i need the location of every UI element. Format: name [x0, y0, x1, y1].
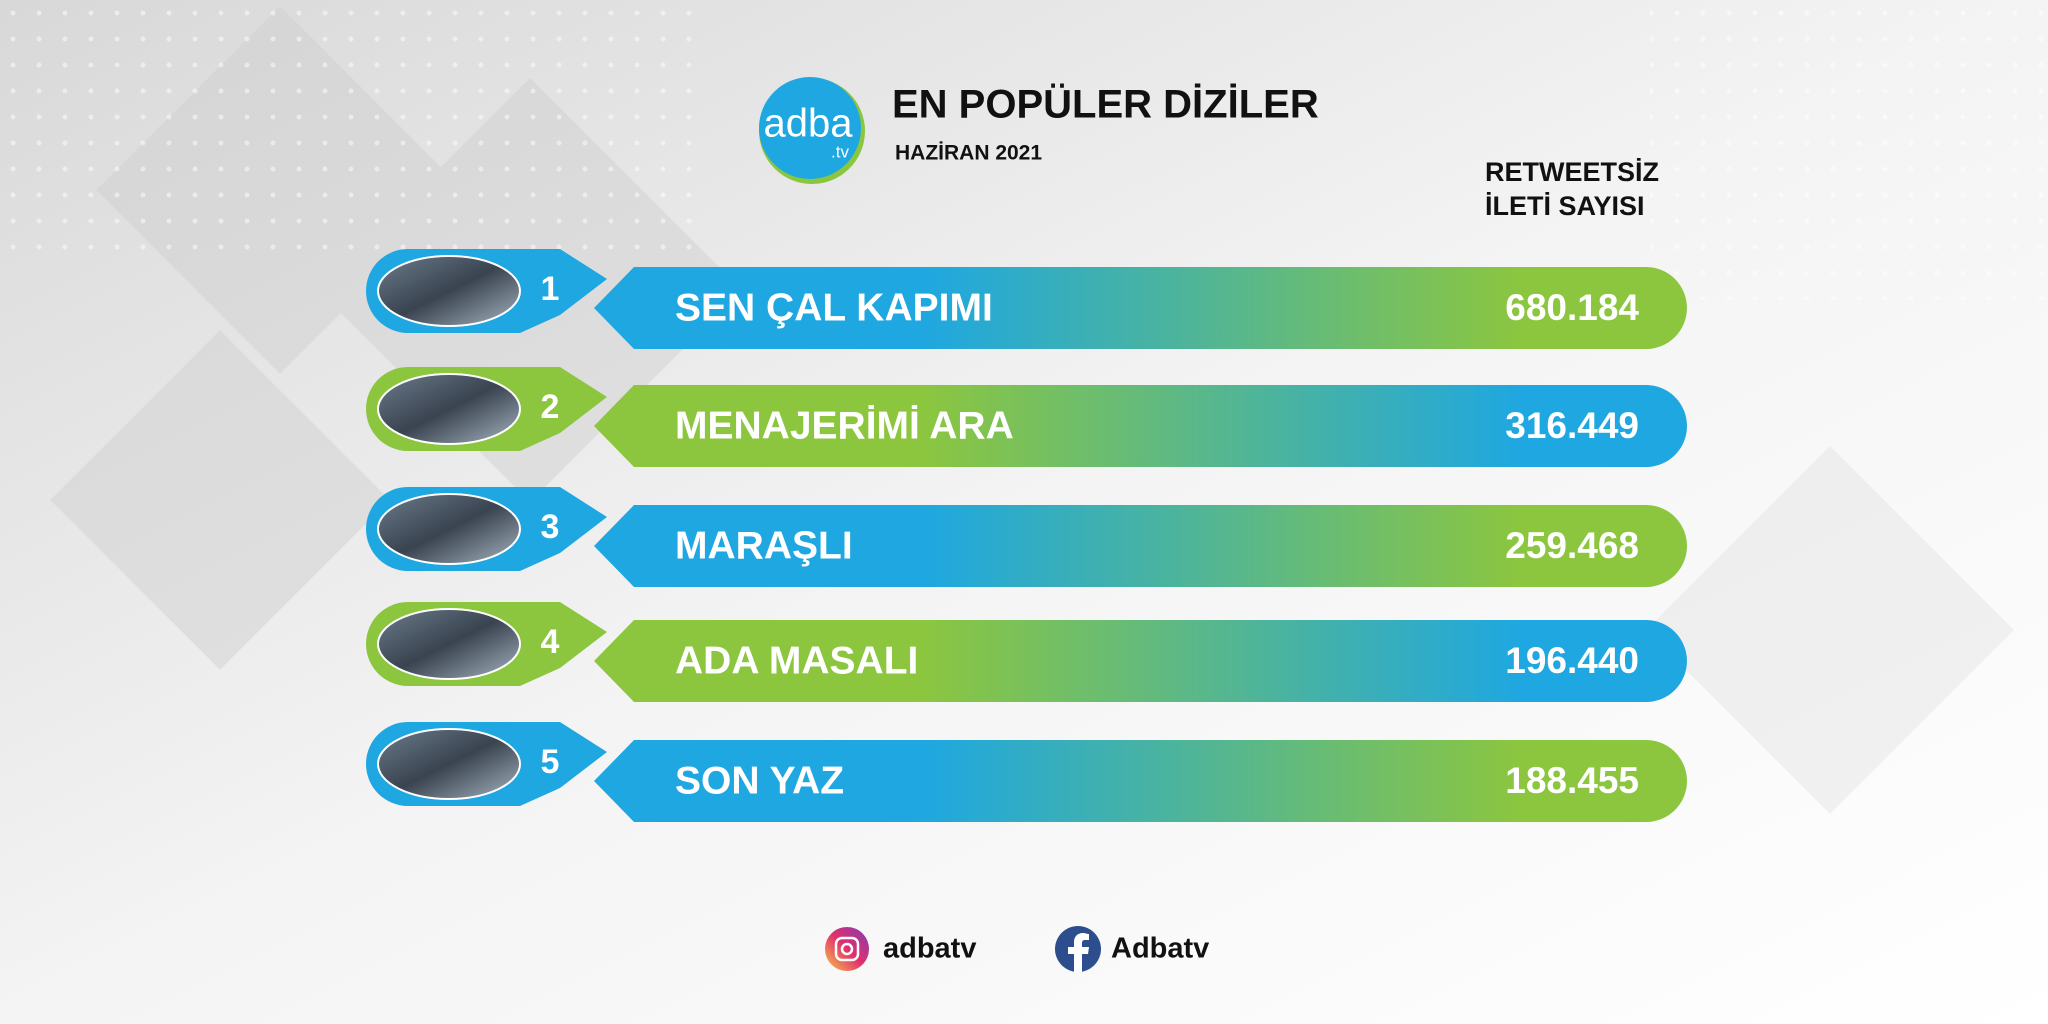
post-count: 316.449 — [1505, 405, 1639, 446]
dot-pattern — [0, 0, 700, 260]
series-photo — [377, 255, 521, 327]
ranking-list: 1 SEN ÇAL KAPIMI 680.184 2 MENAJERİMİ ARA 316… — [366, 249, 1687, 822]
post-count: 259.468 — [1505, 525, 1639, 566]
post-count: 196.440 — [1505, 640, 1639, 681]
rank: 3 — [541, 508, 560, 546]
rank: 2 — [541, 388, 560, 426]
facebook-handle: Adbatv — [1111, 933, 1209, 965]
post-count: 188.455 — [1505, 760, 1639, 801]
instagram-handle: adbatv — [883, 933, 976, 965]
series-photo — [377, 608, 521, 680]
title: EN POPÜLER DİZİLER — [892, 82, 1319, 127]
series-photo — [377, 728, 521, 800]
series-title: ADA MASALI — [675, 639, 918, 682]
rank: 4 — [541, 623, 560, 661]
column-header: İLETİ SAYISI — [1485, 191, 1645, 221]
row-bar — [594, 620, 1687, 702]
logo-name: adba — [764, 102, 854, 146]
dot-pattern — [1650, 0, 2048, 300]
series-photo — [377, 493, 521, 565]
row-bar — [594, 740, 1687, 822]
facebook-icon — [1055, 926, 1101, 972]
series-title: SON YAZ — [675, 759, 844, 802]
series-title: MARAŞLI — [675, 524, 853, 567]
rank: 1 — [541, 270, 560, 308]
column-header: RETWEETSİZ — [1485, 157, 1659, 187]
logo-suffix: .tv — [831, 142, 849, 161]
series-title: MENAJERİMİ ARA — [675, 404, 1014, 447]
post-count: 680.184 — [1505, 287, 1639, 328]
series-photo — [377, 373, 521, 445]
logo — [759, 77, 861, 179]
row-bar — [594, 505, 1687, 587]
subtitle: HAZİRAN 2021 — [895, 142, 1042, 165]
instagram-icon — [825, 927, 869, 971]
row-bar — [594, 385, 1687, 467]
rank: 5 — [541, 743, 560, 781]
row-bar — [594, 267, 1687, 349]
series-title: SEN ÇAL KAPIMI — [675, 286, 993, 329]
